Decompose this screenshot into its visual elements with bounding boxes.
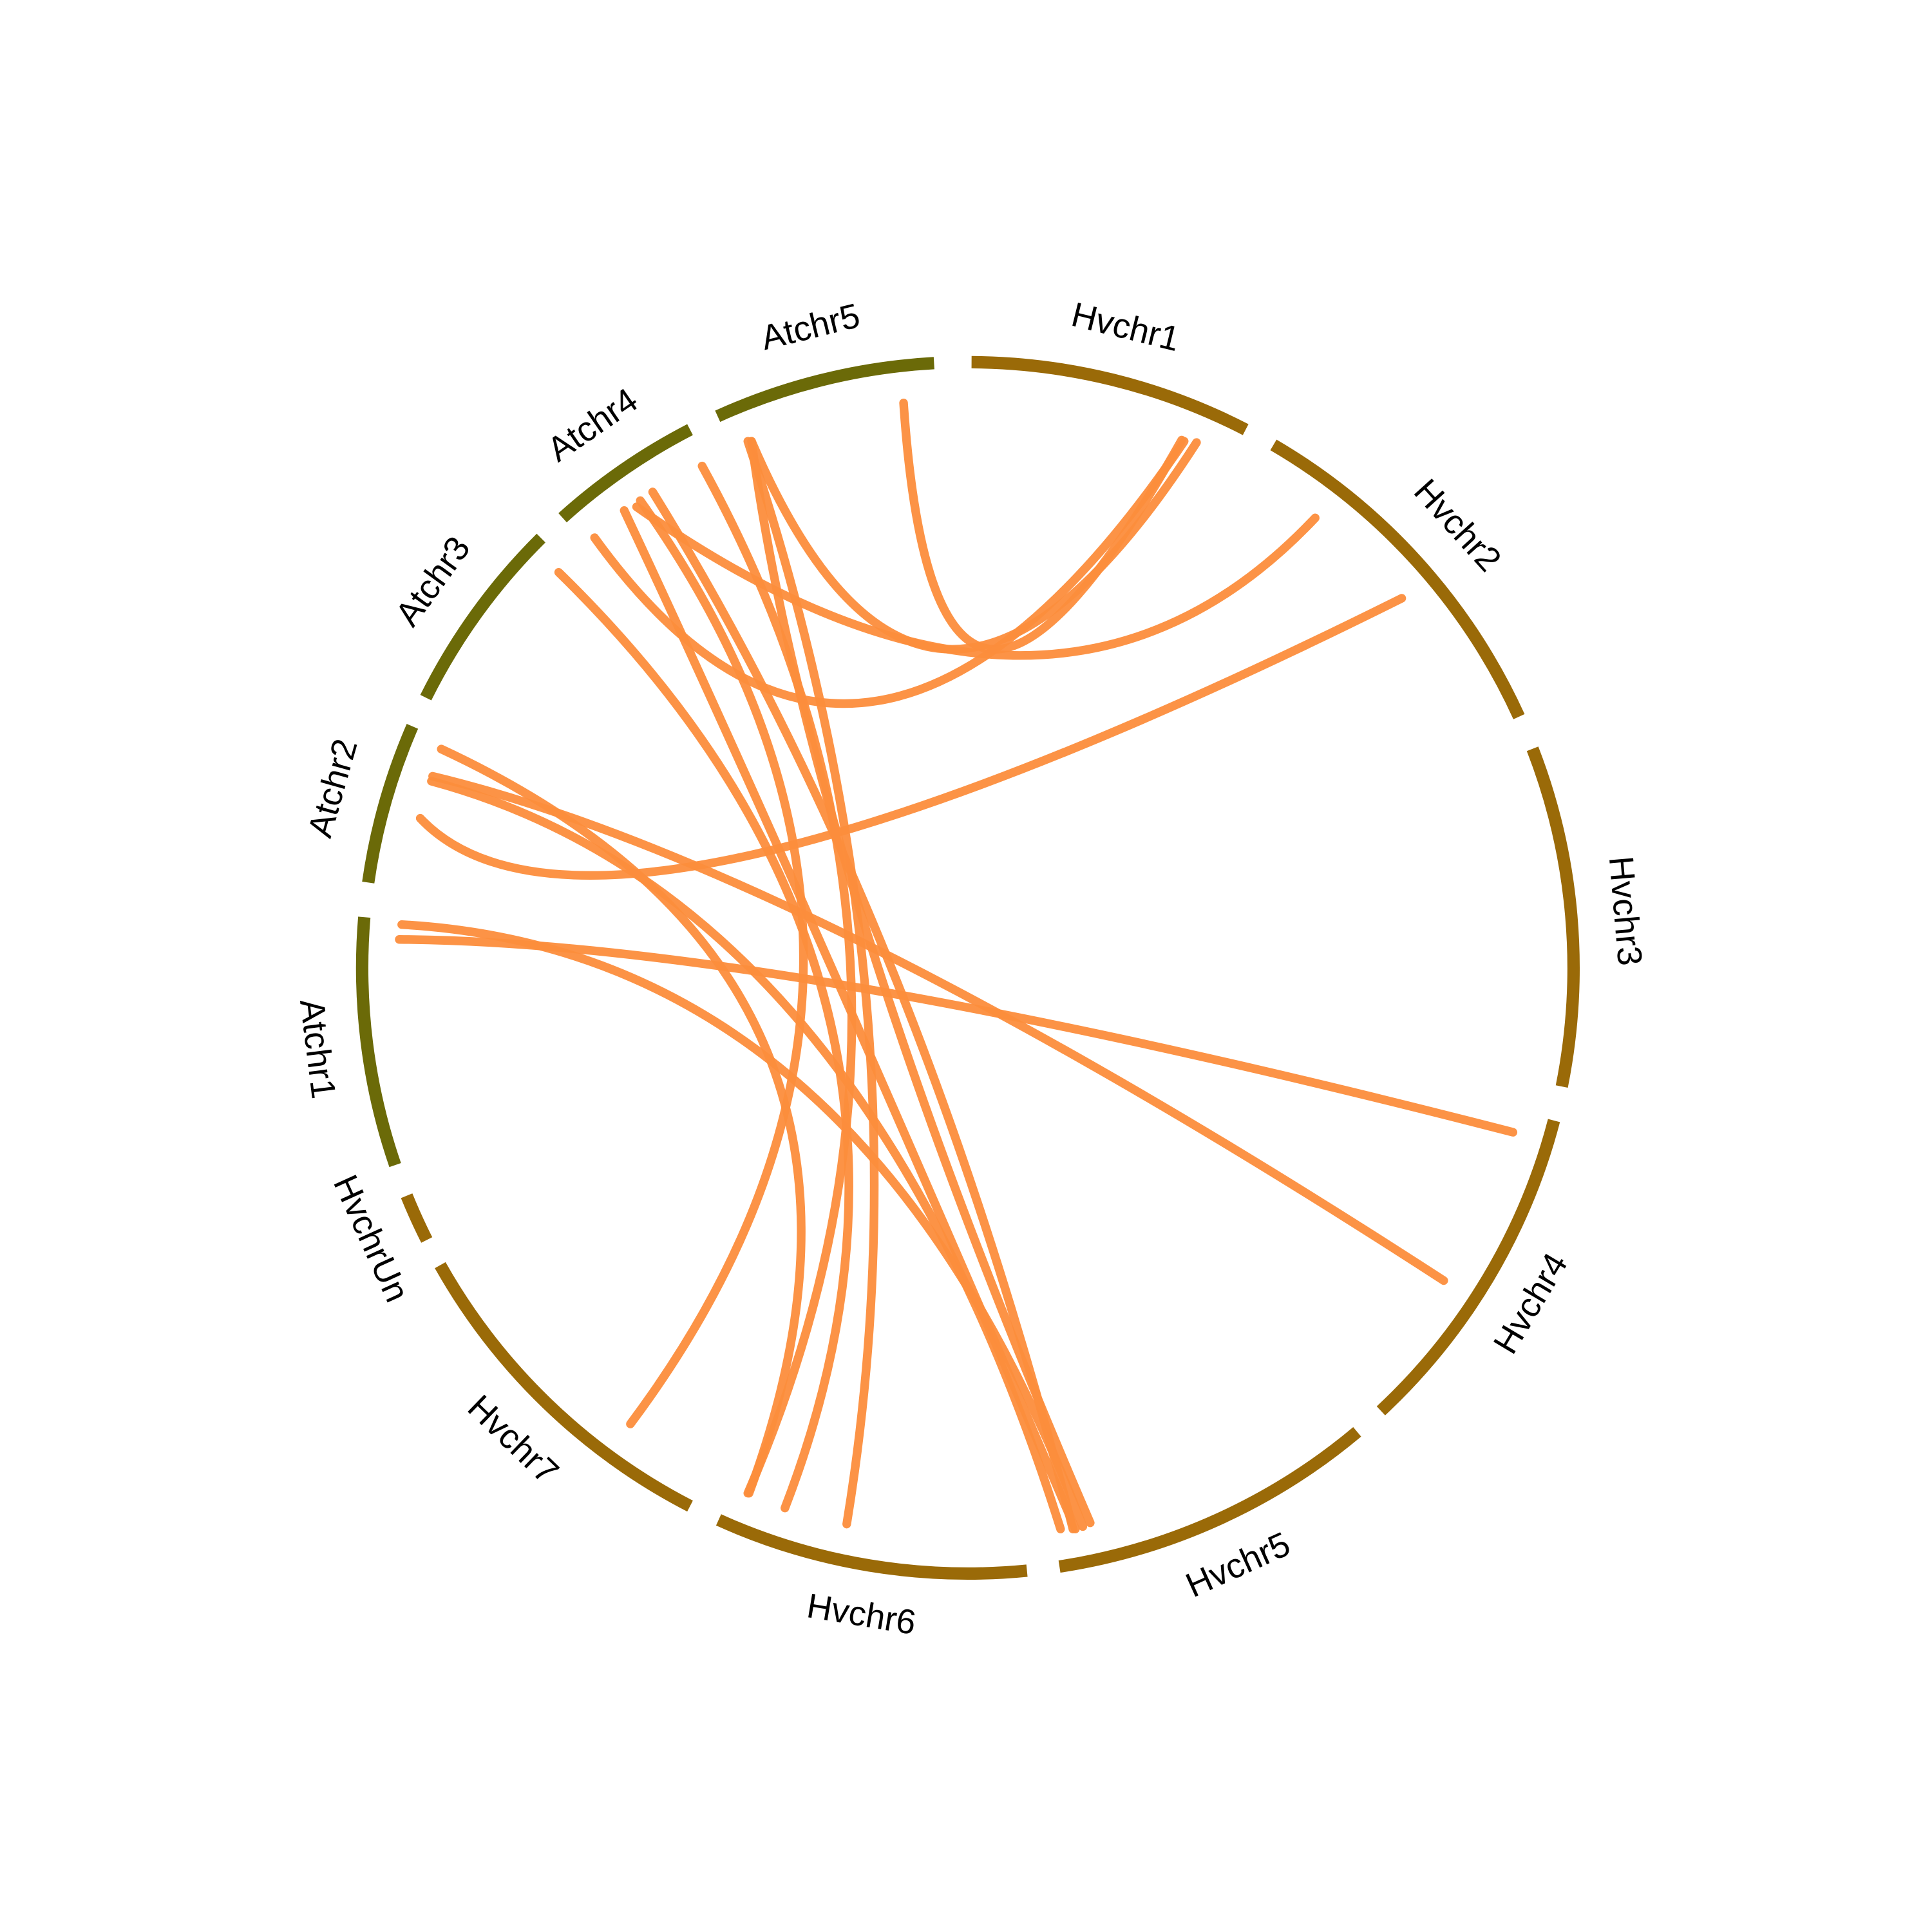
- chromosome-arc: [1270, 439, 1525, 719]
- link: [437, 744, 806, 1498]
- link: [415, 594, 1406, 880]
- chromosome-arc: [401, 1193, 433, 1243]
- links: [395, 399, 1518, 1533]
- link: [395, 935, 1518, 1137]
- chromosome-label: Atchr4: [540, 381, 645, 469]
- chromosome-arc: [362, 724, 419, 884]
- chromosome-arc: [558, 424, 693, 523]
- link: [697, 461, 857, 1498]
- chromosome-label: HvchrUn: [326, 1170, 417, 1308]
- chromosome-label: Atchr3: [388, 529, 478, 633]
- link: [747, 437, 1201, 654]
- chromosome-label: Hvchr3: [1602, 855, 1649, 967]
- chromosome-label: Atchr1: [292, 997, 343, 1101]
- link: [427, 777, 1065, 1533]
- link: [648, 488, 1077, 1533]
- link: [397, 920, 1088, 1531]
- chromosome-arc: [971, 355, 1249, 435]
- link: [620, 506, 1080, 1533]
- chromosome-arc: [715, 357, 934, 422]
- link: [554, 567, 853, 1513]
- link: [626, 496, 808, 1428]
- chromosome-arc: [355, 916, 401, 1168]
- chromosome-label: Hvchr6: [804, 1586, 919, 1642]
- chromosome-label: Hvchr5: [1180, 1524, 1296, 1605]
- chromosome-label: Atchr5: [757, 296, 864, 357]
- chromosome-arc: [1526, 746, 1580, 1088]
- link: [747, 437, 1095, 1528]
- chromosome-arc: [715, 1514, 1028, 1580]
- chromosome-label: Atchr2: [301, 735, 365, 842]
- chromosome-arc: [435, 1262, 693, 1512]
- chromosome-arc: [1058, 1426, 1361, 1573]
- link: [743, 437, 879, 1529]
- chromosome-arc: [420, 533, 545, 701]
- chromosome-arc: [1376, 1119, 1560, 1416]
- chromosome-label: Hvchr1: [1068, 295, 1184, 359]
